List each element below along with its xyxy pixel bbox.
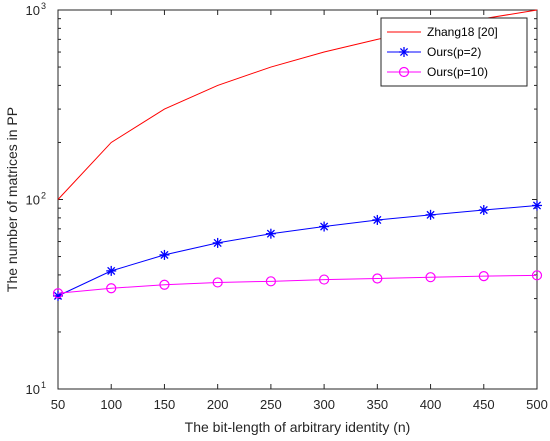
data-point <box>159 279 170 290</box>
legend-swatch-marker <box>398 66 410 78</box>
y-axis-label: The number of matrices in PP <box>4 107 20 292</box>
data-point <box>106 265 117 276</box>
asterisk-stroke <box>373 215 382 225</box>
series-line-1 <box>57 204 538 297</box>
data-point <box>212 277 223 288</box>
data-point <box>531 270 543 281</box>
data-point <box>159 249 170 260</box>
y-tick-label: 10 <box>26 382 40 397</box>
x-tick-label: 500 <box>526 397 548 412</box>
y-tick-base: 10 <box>26 193 40 208</box>
data-point <box>372 214 383 225</box>
asterisk-stroke <box>532 201 542 210</box>
x-tick-label: 450 <box>473 397 495 412</box>
asterisk-stroke <box>426 210 435 219</box>
y-tick-exponent: 2 <box>41 191 46 201</box>
data-point <box>319 221 330 232</box>
x-tick-label: 150 <box>154 397 176 412</box>
legend-item: Ours(p=2) <box>387 45 481 59</box>
data-point <box>425 209 436 220</box>
data-point <box>212 237 223 248</box>
legend-item: Ours(p=10) <box>387 65 488 79</box>
x-tick-label: 350 <box>366 397 388 412</box>
x-tick-label: 50 <box>51 397 65 412</box>
x-axis-label: The bit-length of arbitrary identity (n) <box>185 419 411 435</box>
data-point <box>478 205 489 216</box>
data-point <box>478 271 489 282</box>
legend-label: Ours(p=2) <box>427 45 481 59</box>
asterisk-stroke <box>213 238 222 247</box>
y-tick-label: 10 <box>26 3 40 18</box>
x-tick-label: 200 <box>207 397 229 412</box>
y-tick-exponent: 3 <box>41 1 46 11</box>
legend-label: Ours(p=10) <box>427 65 488 79</box>
legend-item: Zhang18 [20] <box>387 25 498 39</box>
y-tick-exponent: 1 <box>41 380 46 390</box>
legend-swatch-marker <box>399 47 409 57</box>
legend-label: Zhang18 [20] <box>427 25 498 39</box>
asterisk-stroke <box>107 266 116 275</box>
y-tick-label: 10 <box>26 193 40 208</box>
y-tick-base: 10 <box>26 3 40 18</box>
x-tick-label: 400 <box>420 397 442 412</box>
series-line-2 <box>57 274 538 294</box>
data-point <box>425 272 436 283</box>
data-point <box>265 276 276 287</box>
y-tick-base: 10 <box>26 382 40 397</box>
data-point <box>372 273 383 284</box>
asterisk-stroke <box>399 47 409 57</box>
data-point <box>52 288 64 299</box>
x-tick-label: 100 <box>100 397 122 412</box>
asterisk-stroke <box>479 205 488 215</box>
asterisk-stroke <box>320 222 329 231</box>
x-tick-label: 250 <box>260 397 282 412</box>
legend: Zhang18 [20] Ours(p=2) Ours(p=10) <box>380 17 528 87</box>
x-tick-label: 300 <box>313 397 335 412</box>
data-point <box>319 274 330 285</box>
asterisk-stroke <box>266 229 275 238</box>
asterisk-stroke <box>160 250 169 259</box>
data-point <box>106 283 117 294</box>
data-point <box>265 228 276 239</box>
data-point <box>532 200 542 211</box>
